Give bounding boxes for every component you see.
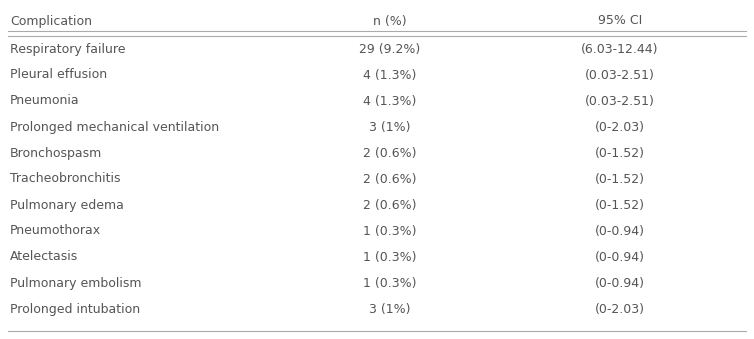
Text: Pneumothorax: Pneumothorax bbox=[10, 224, 101, 238]
Text: (0.03-2.51): (0.03-2.51) bbox=[585, 95, 655, 107]
Text: 2 (0.6%): 2 (0.6%) bbox=[363, 199, 417, 212]
Text: Pleural effusion: Pleural effusion bbox=[10, 68, 107, 81]
Text: (0-2.03): (0-2.03) bbox=[595, 302, 645, 316]
Text: 3 (1%): 3 (1%) bbox=[369, 302, 411, 316]
Text: Pulmonary embolism: Pulmonary embolism bbox=[10, 277, 142, 290]
Text: (0-1.52): (0-1.52) bbox=[595, 146, 645, 160]
Text: (0.03-2.51): (0.03-2.51) bbox=[585, 68, 655, 81]
Text: 2 (0.6%): 2 (0.6%) bbox=[363, 173, 417, 185]
Text: 4 (1.3%): 4 (1.3%) bbox=[363, 68, 417, 81]
Text: (0-2.03): (0-2.03) bbox=[595, 120, 645, 134]
Text: n (%): n (%) bbox=[373, 15, 407, 27]
Text: Atelectasis: Atelectasis bbox=[10, 251, 78, 263]
Text: (0-1.52): (0-1.52) bbox=[595, 173, 645, 185]
Text: 3 (1%): 3 (1%) bbox=[369, 120, 411, 134]
Text: Respiratory failure: Respiratory failure bbox=[10, 42, 125, 56]
Text: 2 (0.6%): 2 (0.6%) bbox=[363, 146, 417, 160]
Text: Complication: Complication bbox=[10, 15, 92, 27]
Text: Prolonged mechanical ventilation: Prolonged mechanical ventilation bbox=[10, 120, 219, 134]
Text: 1 (0.3%): 1 (0.3%) bbox=[363, 277, 417, 290]
Text: Pneumonia: Pneumonia bbox=[10, 95, 80, 107]
Text: 95% CI: 95% CI bbox=[598, 15, 642, 27]
Text: (0-0.94): (0-0.94) bbox=[595, 224, 645, 238]
Text: (6.03-12.44): (6.03-12.44) bbox=[581, 42, 659, 56]
Text: (0-0.94): (0-0.94) bbox=[595, 277, 645, 290]
Text: 1 (0.3%): 1 (0.3%) bbox=[363, 251, 417, 263]
Text: Bronchospasm: Bronchospasm bbox=[10, 146, 103, 160]
Text: (0-0.94): (0-0.94) bbox=[595, 251, 645, 263]
Text: Tracheobronchitis: Tracheobronchitis bbox=[10, 173, 121, 185]
Text: 29 (9.2%): 29 (9.2%) bbox=[360, 42, 421, 56]
Text: Pulmonary edema: Pulmonary edema bbox=[10, 199, 124, 212]
Text: Prolonged intubation: Prolonged intubation bbox=[10, 302, 140, 316]
Text: (0-1.52): (0-1.52) bbox=[595, 199, 645, 212]
Text: 4 (1.3%): 4 (1.3%) bbox=[363, 95, 417, 107]
Text: 1 (0.3%): 1 (0.3%) bbox=[363, 224, 417, 238]
